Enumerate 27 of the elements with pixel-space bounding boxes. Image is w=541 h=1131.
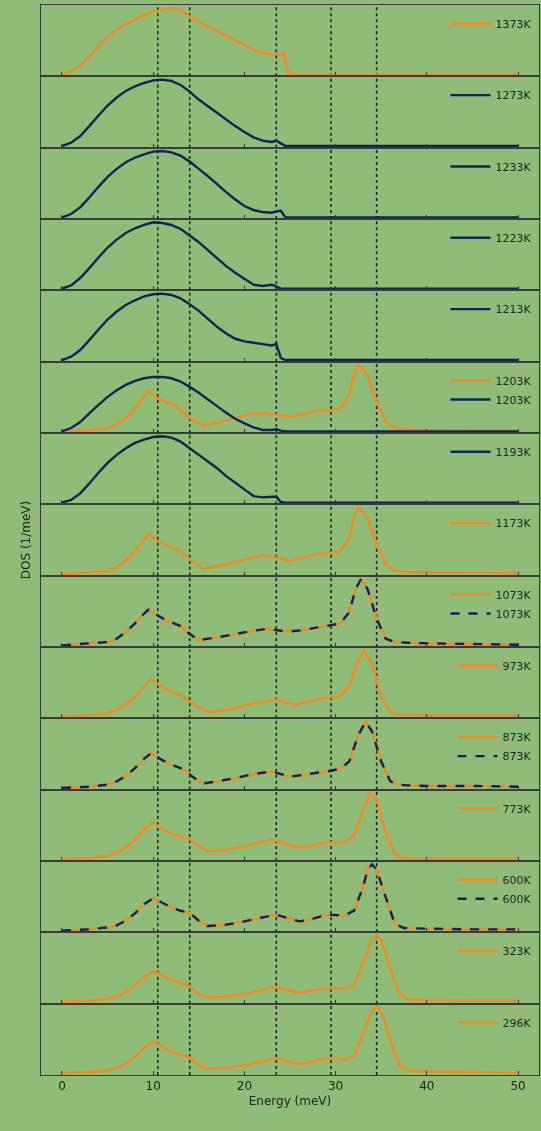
- legend-label: 1193K: [495, 446, 532, 460]
- legend-label: 296K: [502, 1016, 532, 1030]
- x-tick-label: 30: [327, 1079, 344, 1094]
- legend-label: 1073K: [495, 607, 532, 621]
- legend-label: 600K: [502, 874, 532, 888]
- x-tick-label: 20: [236, 1079, 253, 1094]
- legend-label: 1223K: [495, 232, 532, 246]
- x-tick-label: 10: [145, 1079, 161, 1094]
- legend-label: 973K: [502, 660, 532, 674]
- x-tick-label: 0: [58, 1079, 66, 1094]
- legend-label: 1373K: [495, 18, 532, 32]
- legend-label: 873K: [502, 750, 532, 764]
- x-axis-title: Energy (meV): [248, 1094, 332, 1109]
- legend-label: 1213K: [495, 303, 532, 317]
- legend-label: 1203K: [495, 374, 532, 388]
- legend-label: 1173K: [495, 517, 532, 531]
- x-tick-label: 50: [510, 1079, 526, 1094]
- x-tick-label: 40: [419, 1079, 435, 1094]
- legend-label: 600K: [502, 893, 532, 907]
- legend-label: 1203K: [495, 393, 532, 407]
- legend-label: 1233K: [495, 160, 532, 174]
- legend-label: 773K: [502, 802, 532, 816]
- y-axis-title: DOS (1/meV): [19, 500, 34, 580]
- legend-label: 1073K: [495, 588, 532, 602]
- legend-label: 1273K: [495, 89, 532, 103]
- legend-label: 873K: [502, 731, 532, 745]
- legend-label: 323K: [502, 945, 532, 959]
